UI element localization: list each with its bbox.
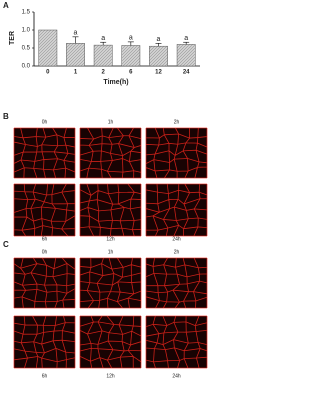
x-tick-label: 24 — [183, 70, 190, 76]
time-label: 0h — [42, 119, 48, 125]
time-label: 2h — [174, 249, 180, 255]
significance-label: a — [157, 36, 161, 43]
time-label: 1h — [108, 249, 114, 255]
panel-letter: B — [3, 112, 9, 121]
cell-membrane — [13, 315, 76, 369]
x-tick-label: 0 — [46, 70, 50, 76]
cell-membrane — [79, 127, 142, 179]
cell-membrane — [145, 127, 208, 179]
bar — [121, 45, 141, 67]
cell-membrane — [13, 257, 76, 309]
cell-membrane — [79, 257, 142, 309]
y-axis-label: TER — [9, 31, 16, 45]
cell-membrane — [79, 183, 142, 237]
y-tick-label: 1.5 — [22, 10, 31, 16]
time-label: 24h — [172, 373, 181, 379]
cell-membrane — [145, 183, 208, 237]
time-label: 12h — [106, 373, 115, 379]
cell-membrane — [79, 315, 142, 369]
cell-membrane — [13, 127, 76, 179]
bar — [66, 43, 85, 67]
bar — [176, 44, 196, 67]
y-tick-label: 1.0 — [22, 28, 31, 34]
x-tick-label: 2 — [101, 70, 105, 76]
y-tick-label: 0.0 — [22, 64, 31, 70]
bar — [93, 44, 113, 67]
time-label: 6h — [42, 373, 48, 379]
bar — [149, 45, 168, 67]
time-label: 6h — [42, 236, 48, 242]
time-label: 1h — [108, 119, 114, 125]
significance-label: a — [101, 35, 105, 42]
panel-letter: C — [3, 240, 9, 249]
figure: A TER Time(h) B C 0.0 0.5 1.0 1.5 0 1 a 2 a 6 a 12 a… — [3, 1, 208, 379]
panel-letter: A — [3, 1, 9, 10]
time-label: 0h — [42, 249, 48, 255]
cell-membrane — [13, 183, 76, 237]
time-label: 24h — [172, 236, 181, 242]
cell-membrane — [145, 315, 208, 369]
x-tick-label: 12 — [155, 70, 162, 76]
time-label: 2h — [174, 119, 180, 125]
micrograph — [14, 316, 75, 368]
x-tick-label: 1 — [74, 70, 78, 76]
x-tick-label: 6 — [129, 70, 133, 76]
time-label: 12h — [106, 236, 115, 242]
significance-label: a — [184, 35, 188, 42]
x-axis-label: Time(h) — [103, 79, 128, 86]
significance-label: a — [74, 30, 78, 37]
cell-membrane — [145, 257, 208, 309]
y-tick-label: 0.5 — [22, 46, 31, 52]
bar — [38, 29, 58, 67]
significance-label: a — [129, 35, 133, 42]
